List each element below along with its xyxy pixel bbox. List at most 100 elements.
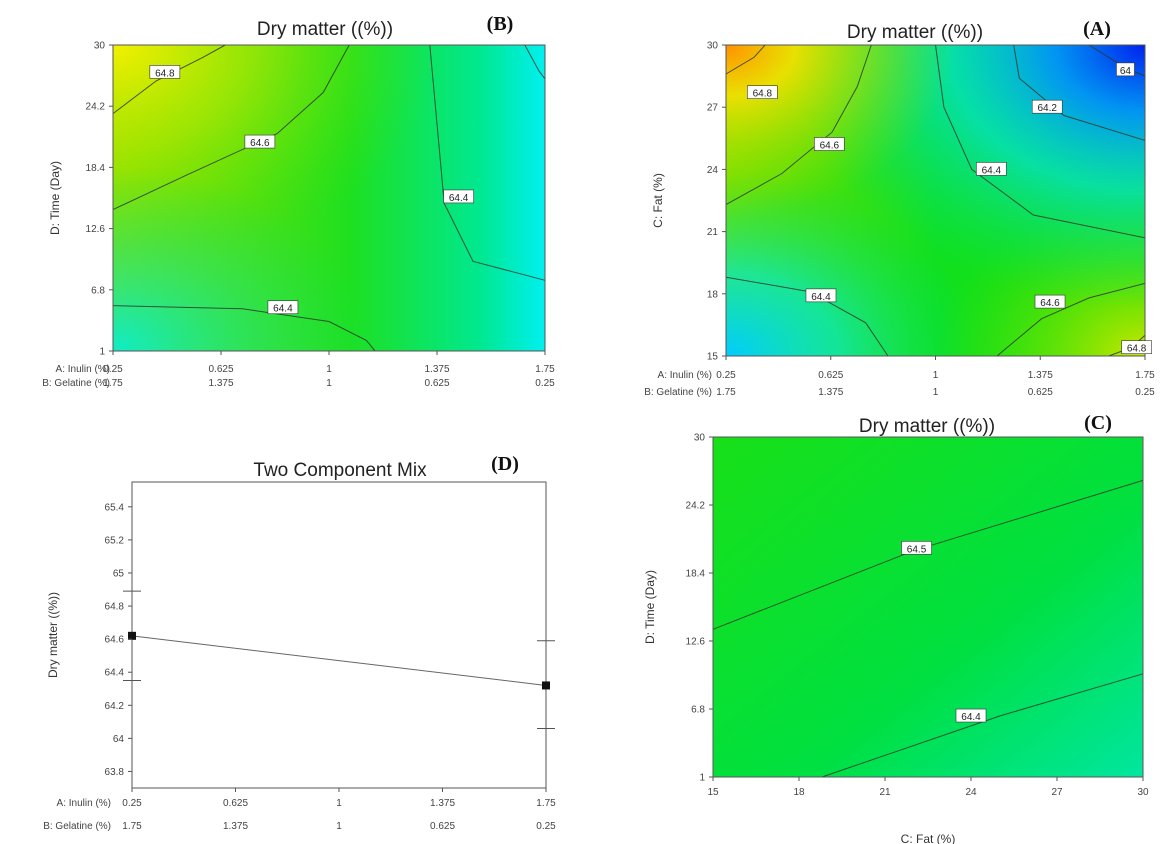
contour-line [524,44,546,80]
contour-label-box [1121,340,1152,355]
x-tick-label-a: 1.75 [536,798,556,809]
plot-background [132,482,546,788]
x-tick-label: 15 [707,787,719,798]
contour-label-box [267,300,299,315]
contour-label-box [814,137,845,151]
x-tick-label-b: 0.625 [1028,387,1053,398]
x-tick-label-b: 1.375 [818,387,843,398]
contour-label-box [1116,62,1135,77]
contour-line [725,44,872,206]
contour-fill [713,437,1143,777]
contour-line [821,673,1144,778]
y-tick-label: 24 [707,165,719,176]
y-tick-label: 30 [94,41,106,52]
contour-label-box [149,65,181,79]
contour-label-box [955,708,987,723]
y-axis-label: D: Time (Day) [643,570,657,644]
x-tick-label-b: 1 [336,821,342,832]
contour-label: 64.4 [273,304,293,315]
y-tick-label: 6.8 [91,285,105,296]
x-row-label-a: A: Inulin (%) [57,798,111,809]
chart-title: Dry matter ((%)) [847,22,983,43]
x-tick-label: 21 [879,787,891,798]
chart-title: Two Component Mix [253,460,427,481]
y-tick-label: 64.8 [105,602,125,613]
x-tick-label-b: 0.625 [424,378,449,389]
x-row-label-a: A: Inulin (%) [658,370,712,381]
y-tick-label: 64 [113,734,125,745]
contour-label-box [443,189,474,204]
y-tick-label: 30 [694,433,706,444]
contour-label-box [976,162,1007,176]
y-axis-label: C: Fat (%) [651,173,665,228]
contour-line [1013,44,1146,141]
y-tick-label: 1 [699,773,705,784]
y-tick-label: 65 [113,568,125,579]
contour-fill-low [113,45,545,351]
contour-label-box [747,85,778,99]
contour-label: 64.6 [820,141,840,152]
contour-label: 64.6 [250,138,270,149]
x-tick-label-b: 0.625 [430,821,455,832]
contour-label: 64.8 [753,89,773,100]
contour-line [112,44,350,211]
y-tick-label: 65.4 [105,502,125,513]
y-tick-label: 64.4 [105,668,125,679]
x-tick-label: 27 [1051,787,1063,798]
x-tick-label-a: 0.25 [716,370,736,381]
contour-label: 64.8 [1127,344,1147,355]
y-tick-label: 64.2 [105,701,125,712]
x-row-label-a: A: Inulin (%) [56,364,110,375]
contour-label-box [901,541,932,555]
chart-title: Dry matter ((%)) [859,416,995,437]
y-tick-label: 12.6 [86,224,106,235]
y-tick-label: 24.2 [686,501,706,512]
x-tick-label-b: 0.25 [535,378,555,389]
contour-label-box [244,134,276,149]
y-axis-label: D: Time (Day) [48,161,62,235]
x-tick-label-b: 1.375 [223,821,248,832]
contour-fill-high-top-left [726,45,1145,356]
contour-line [112,305,376,352]
y-tick-label: 18.4 [86,163,106,174]
y-tick-label: 18.4 [686,569,706,580]
contour-label: 64.8 [155,68,175,79]
contour-label: 64.4 [961,712,981,723]
y-tick-label: 64.6 [105,635,125,646]
panel-c: 64.5 64.4 1 6.8 12.6 18.4 24.2 30 15 18 21 24 27 30 C:… [643,412,1149,844]
x-tick-label-b: 1.75 [103,378,123,389]
x-tick-label-a: 0.625 [818,370,843,381]
x-tick-label-b: 1.75 [122,821,142,832]
x-tick-label-a: 0.625 [208,364,233,375]
x-tick-label-a: 0.625 [223,798,248,809]
x-row-label-b: B: Gelatine (%) [42,378,110,389]
x-tick-label-b: 1.375 [208,378,233,389]
contour-line [996,282,1146,357]
panel-tag: (B) [487,13,514,35]
series-line [131,635,547,686]
panel-b: 64.8 64.6 64.4 64.4 1 6.8 12.6 18.4 24.2 30 0.25 1.… [42,13,555,389]
y-tick-label: 21 [707,227,719,238]
x-tick-label-a: 1 [933,370,939,381]
x-tick-label-b: 0.25 [536,821,556,832]
contour-label-box [1034,294,1066,309]
x-tick-label-b: 0.25 [1135,387,1155,398]
x-tick-label: 30 [1137,787,1149,798]
x-row-label-b: B: Gelatine (%) [644,387,712,398]
x-tick-label-a: 1 [336,798,342,809]
x-tick-label-b: 1 [933,387,939,398]
y-axis-label: Dry matter ((%)) [46,592,60,678]
contour-line [429,44,546,281]
panel-tag: (A) [1083,18,1111,40]
contour-label: 64.2 [1037,103,1057,114]
contour-label: 64.4 [811,292,831,303]
contour-label-box [1031,99,1063,114]
contour-line [725,276,889,357]
x-tick-label: 24 [965,787,977,798]
data-point [128,631,136,640]
contour-label: 64.4 [449,193,469,204]
x-row-label-b: B: Gelatine (%) [43,821,111,832]
x-tick-label-a: 0.25 [122,798,142,809]
y-tick-label: 15 [707,352,719,363]
contour-label-box [805,288,837,303]
